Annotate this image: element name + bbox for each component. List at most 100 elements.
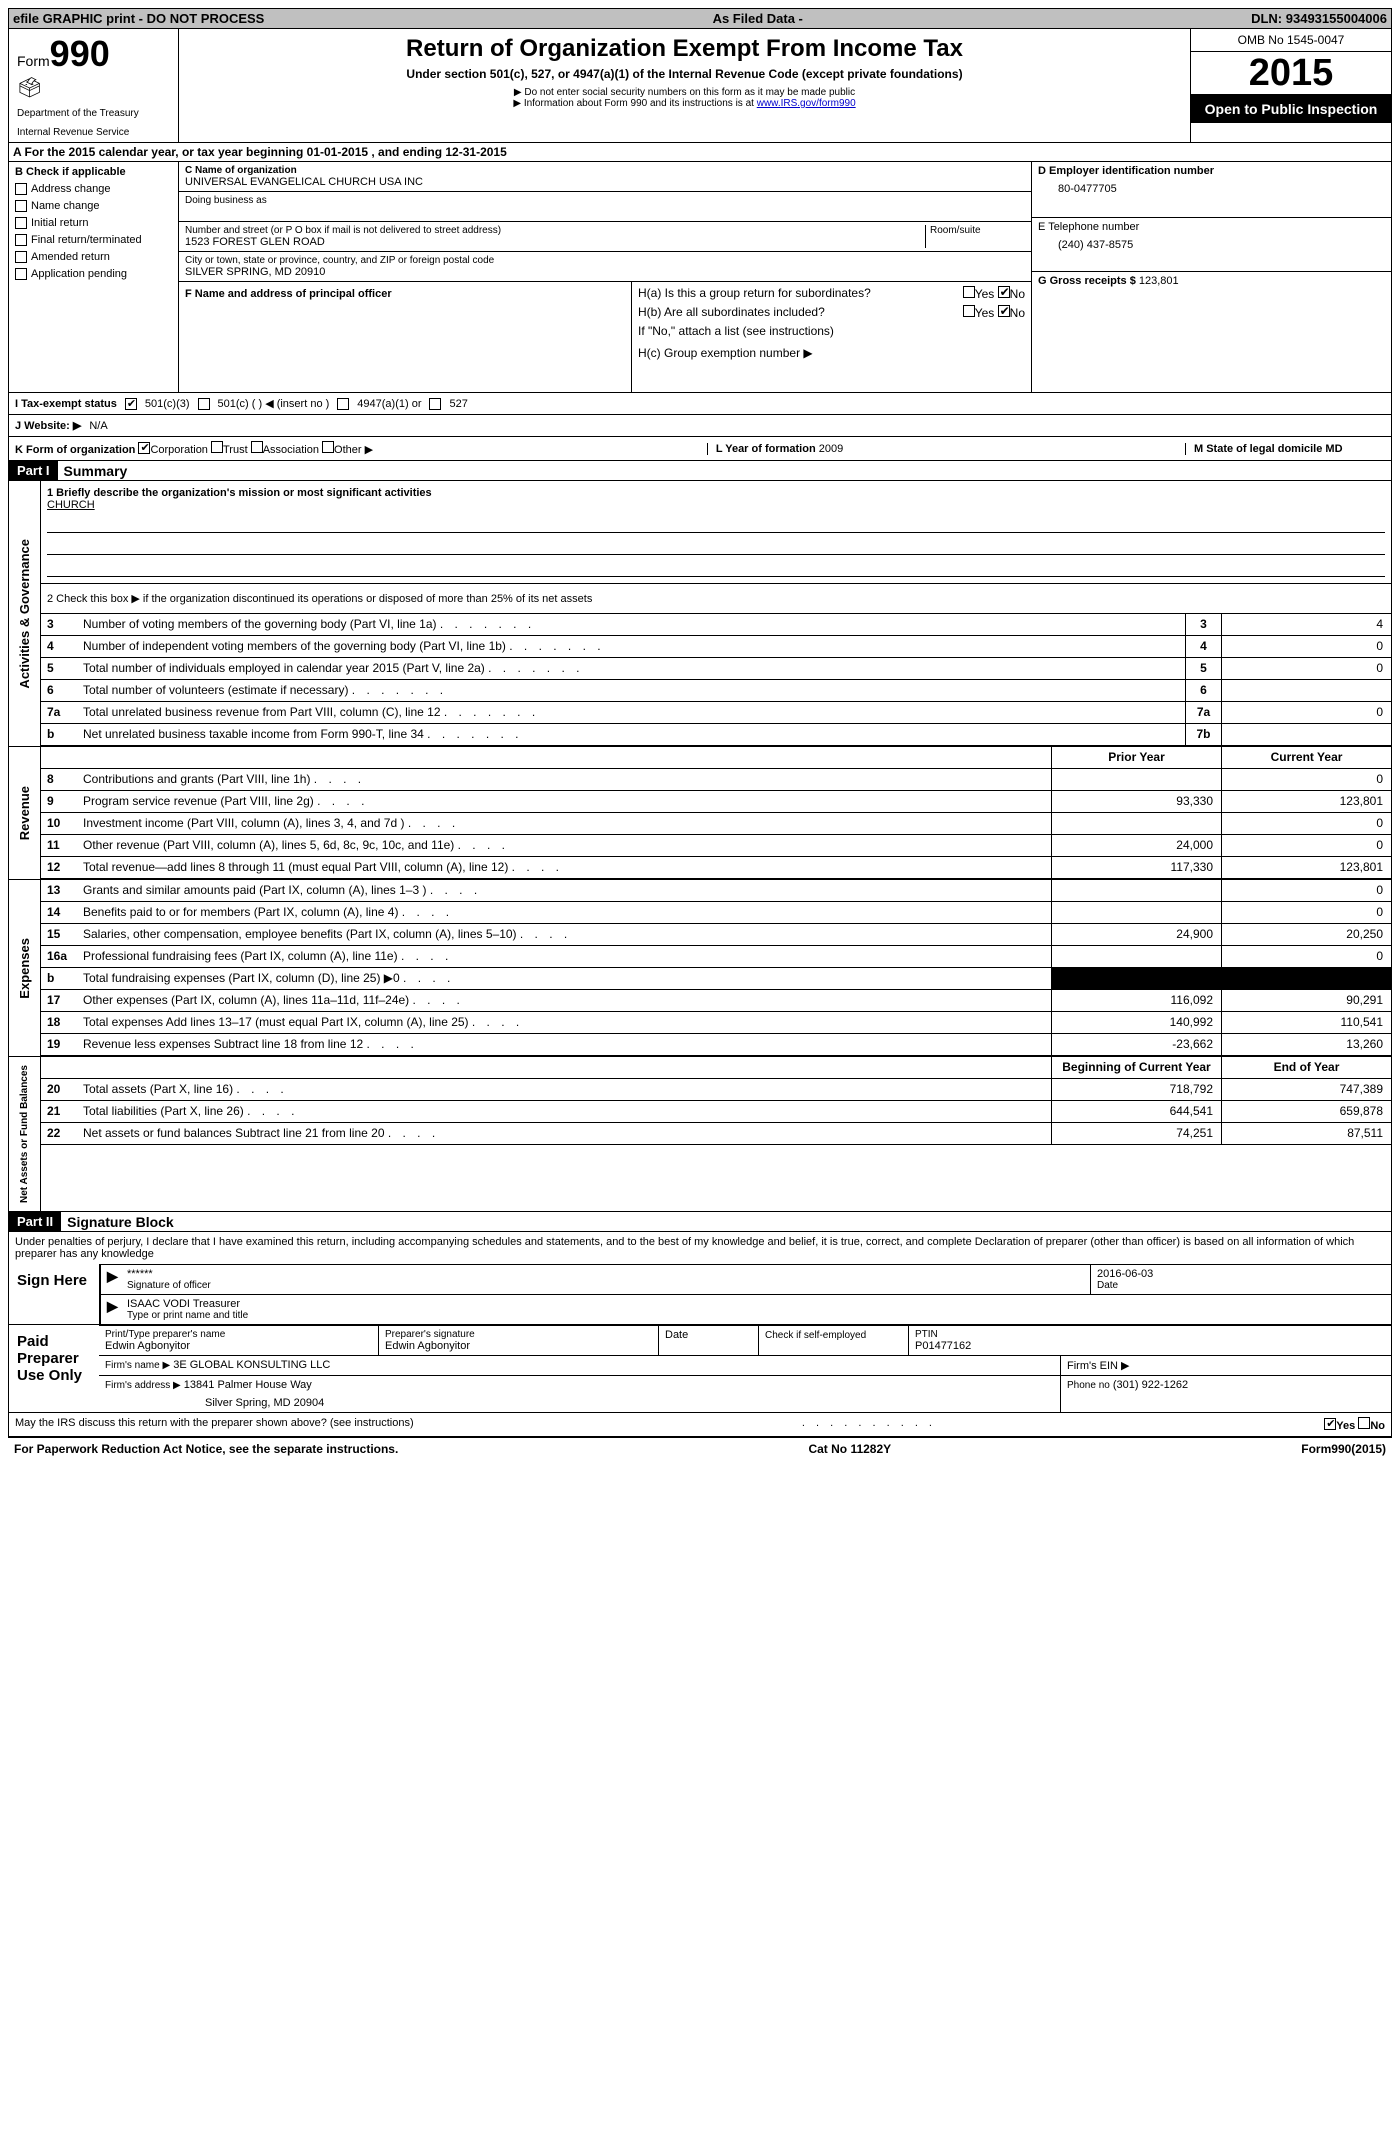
ha-yes-cb[interactable]: [963, 286, 975, 298]
line-key: 5: [1185, 658, 1221, 679]
firm-phone: (301) 922-1262: [1113, 1379, 1188, 1391]
checkbox-label: Initial return: [31, 217, 88, 229]
line-text: Professional fundraising fees (Part IX, …: [77, 946, 1051, 967]
checkbox-icon[interactable]: [15, 251, 27, 263]
current-year-val: 747,389: [1221, 1079, 1391, 1100]
prior-year-val: [1051, 769, 1221, 790]
room-label: Room/suite: [925, 225, 1025, 248]
501c-cb[interactable]: [198, 398, 210, 410]
line2-text: 2 Check this box ▶ if the organization d…: [47, 592, 592, 605]
checkbox-icon[interactable]: [15, 268, 27, 280]
4947-cb[interactable]: [337, 398, 349, 410]
prior-year-val: -23,662: [1051, 1034, 1221, 1055]
assoc-cb[interactable]: [251, 441, 263, 453]
line-num: 10: [41, 813, 77, 834]
line-num: 14: [41, 902, 77, 923]
line-num: 11: [41, 835, 77, 856]
prior-year-val: 74,251: [1051, 1123, 1221, 1144]
line-num: 6: [41, 680, 77, 701]
checkbox-icon[interactable]: [15, 183, 27, 195]
k-l-m-row: K Form of organization Corporation Trust…: [8, 437, 1392, 461]
line-num: 22: [41, 1123, 77, 1144]
ha-no-cb[interactable]: [998, 286, 1010, 298]
summary-line: bNet unrelated business taxable income f…: [41, 724, 1391, 746]
sig-date: 2016-06-03: [1097, 1268, 1385, 1280]
net-assets-section: Net Assets or Fund Balances Beginning of…: [8, 1057, 1392, 1212]
line-text: Contributions and grants (Part VIII, lin…: [77, 769, 1051, 790]
addr-label: Number and street (or P O box if mail is…: [185, 225, 925, 236]
line-value: 0: [1221, 658, 1391, 679]
checkbox-icon[interactable]: [15, 200, 27, 212]
officer-name-label: Type or print name and title: [127, 1310, 1385, 1321]
line-text: Total liabilities (Part X, line 26) . . …: [77, 1101, 1051, 1122]
prep-name: Edwin Agbonyitor: [105, 1340, 372, 1352]
line-text: Total expenses Add lines 13–17 (must equ…: [77, 1012, 1051, 1033]
line-num: 5: [41, 658, 77, 679]
prior-year-val: 93,330: [1051, 791, 1221, 812]
checkbox-icon[interactable]: [15, 234, 27, 246]
prior-year-val: 24,000: [1051, 835, 1221, 856]
colb-option: Initial return: [15, 217, 172, 229]
part-i-title: Summary: [58, 463, 128, 479]
irs-link[interactable]: www.IRS.gov/form990: [757, 98, 856, 109]
prior-year-val: [1051, 880, 1221, 901]
col-b: B Check if applicable Address changeName…: [9, 162, 179, 392]
data-line: 16aProfessional fundraising fees (Part I…: [41, 946, 1391, 968]
line-num: 12: [41, 857, 77, 878]
prep-sig-label: Preparer's signature: [385, 1329, 652, 1340]
l-val: 2009: [819, 443, 843, 455]
line-num: 21: [41, 1101, 77, 1122]
officer-name: ISAAC VODI Treasurer: [127, 1298, 1385, 1310]
note1: ▶ Do not enter social security numbers o…: [199, 87, 1170, 98]
corp-cb[interactable]: [138, 442, 150, 454]
line-num: 13: [41, 880, 77, 901]
firm-addr: 13841 Palmer House Way: [184, 1379, 312, 1391]
col-d: D Employer identification number 80-0477…: [1031, 162, 1391, 392]
hb-label: H(b) Are all subordinates included?: [638, 305, 825, 320]
perjury-text: Under penalties of perjury, I declare th…: [9, 1232, 1391, 1264]
data-line: 8Contributions and grants (Part VIII, li…: [41, 769, 1391, 791]
current-year-val: 0: [1221, 902, 1391, 923]
form-word: Form: [17, 53, 50, 69]
mission-value: CHURCH: [47, 499, 1385, 511]
current-year-val: 0: [1221, 835, 1391, 856]
line-key: 6: [1185, 680, 1221, 701]
blackout-cell: [1051, 968, 1221, 989]
line-num: 7a: [41, 702, 77, 723]
discuss-yes-cb[interactable]: [1324, 1418, 1336, 1430]
line-num: 3: [41, 614, 77, 635]
omb-number: OMB No 1545-0047: [1191, 29, 1391, 52]
hb-no-cb[interactable]: [998, 305, 1010, 317]
current-year-hdr: Current Year: [1221, 747, 1391, 768]
527-cb[interactable]: [429, 398, 441, 410]
current-year-val: 13,260: [1221, 1034, 1391, 1055]
line-text: Total revenue—add lines 8 through 11 (mu…: [77, 857, 1051, 878]
line-num: 4: [41, 636, 77, 657]
l-label: L Year of formation: [716, 443, 816, 455]
discuss-no-cb[interactable]: [1358, 1417, 1370, 1429]
topbar-mid: As Filed Data -: [713, 11, 803, 26]
dept-irs: Internal Revenue Service: [17, 127, 170, 138]
hc-label: H(c) Group exemption number ▶: [638, 346, 1025, 360]
dba-cell: Doing business as: [179, 192, 1031, 222]
k-label: K Form of organization: [15, 444, 135, 456]
line-text: Grants and similar amounts paid (Part IX…: [77, 880, 1051, 901]
sig-stars: ******: [127, 1268, 1084, 1280]
current-year-val: 87,511: [1221, 1123, 1391, 1144]
side-exp: Expenses: [15, 930, 34, 1007]
org-name: UNIVERSAL EVANGELICAL CHURCH USA INC: [185, 176, 1025, 188]
city-cell: City or town, state or province, country…: [179, 252, 1031, 282]
dots: . . . . . . . . . .: [802, 1417, 936, 1432]
city-state-zip: SILVER SPRING, MD 20910: [185, 266, 1025, 278]
501c3-cb[interactable]: [125, 398, 137, 410]
checkbox-icon[interactable]: [15, 217, 27, 229]
line-num: 19: [41, 1034, 77, 1055]
data-line: 18Total expenses Add lines 13–17 (must e…: [41, 1012, 1391, 1034]
data-line: 15Salaries, other compensation, employee…: [41, 924, 1391, 946]
trust-cb[interactable]: [211, 441, 223, 453]
other-cb[interactable]: [322, 441, 334, 453]
hb-yes-cb[interactable]: [963, 305, 975, 317]
checkbox-label: Amended return: [31, 251, 110, 263]
data-line: 9Program service revenue (Part VIII, lin…: [41, 791, 1391, 813]
part-i-bar: Part I Summary: [8, 461, 1392, 481]
